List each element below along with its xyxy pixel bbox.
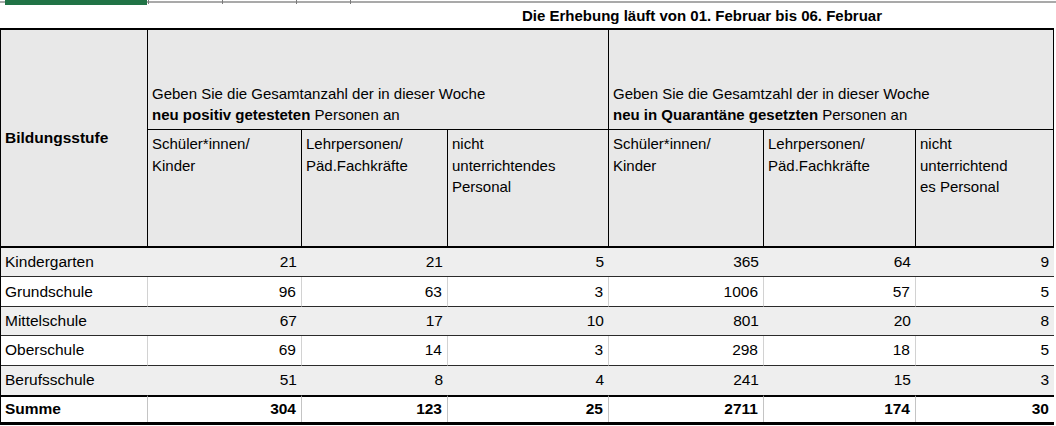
cell-value[interactable]: 17 [302, 307, 448, 336]
header-group-positive-tested[interactable]: Geben Sie die Gesamtanzahl der in dieser… [148, 30, 609, 130]
row-label-oberschule[interactable]: Oberschule [1, 336, 148, 365]
group1-rest: Personen an [310, 106, 399, 123]
group2-bold: neu in Quarantäne gesetzten [613, 106, 818, 123]
cell-value[interactable]: 3 [448, 277, 609, 306]
cell-value[interactable]: 3 [448, 336, 609, 365]
cell-value[interactable]: 241 [609, 366, 764, 395]
row-label-kindergarten[interactable]: Kindergarten [1, 248, 148, 277]
total-value[interactable]: 304 [148, 395, 302, 422]
cell-value[interactable]: 69 [148, 336, 302, 365]
group1-line1: Geben Sie die Gesamtanzahl der in dieser… [152, 83, 604, 104]
subheader-personal-2[interactable]: nicht unterrichtend es Personal [916, 130, 1054, 248]
row-label-berufsschule[interactable]: Berufsschule [1, 366, 148, 395]
group1-line2: neu positiv getesteten Personen an [152, 104, 604, 125]
cell-value[interactable]: 96 [148, 277, 302, 306]
cell-value[interactable]: 9 [916, 248, 1054, 277]
total-value[interactable]: 25 [448, 395, 609, 422]
total-value[interactable]: 30 [916, 395, 1054, 422]
subheader-personal-1[interactable]: nicht unterrichtendes Personal [448, 130, 609, 248]
column-gridline-tick [222, 0, 223, 4]
subheader-lehrpersonen-2[interactable]: Lehrpersonen/ Päd.Fachkräfte [764, 130, 916, 248]
green-accent-bar [5, 0, 147, 5]
cell-value[interactable]: 67 [148, 307, 302, 336]
row-label-summe[interactable]: Summe [1, 395, 148, 422]
cell-value[interactable]: 21 [302, 248, 448, 277]
cell-value[interactable]: 57 [764, 277, 916, 306]
survey-period-title: Die Erhebung läuft von 01. Februar bis 0… [350, 5, 1054, 27]
row-label-mittelschule[interactable]: Mittelschule [1, 307, 148, 336]
total-value[interactable]: 174 [764, 395, 916, 422]
cell-value[interactable]: 64 [764, 248, 916, 277]
group1-bold: neu positiv getesteten [152, 106, 310, 123]
cell-value[interactable]: 63 [302, 277, 448, 306]
cell-value[interactable]: 15 [764, 366, 916, 395]
header-bildungsstufe[interactable]: Bildungsstufe [1, 30, 148, 248]
row-label-grundschule[interactable]: Grundschule [1, 277, 148, 306]
cell-value[interactable]: 51 [148, 366, 302, 395]
group2-rest: Personen an [818, 106, 907, 123]
cell-value[interactable]: 5 [916, 277, 1054, 306]
group2-line2: neu in Quarantäne gesetzten Personen an [613, 104, 1049, 125]
total-value[interactable]: 123 [302, 395, 448, 422]
cell-value[interactable]: 5 [916, 336, 1054, 365]
column-gridline-tick [350, 0, 351, 4]
cell-value[interactable]: 3 [916, 366, 1054, 395]
cell-value[interactable]: 298 [609, 336, 764, 365]
subheader-schueler-1[interactable]: Schüler*innen/ Kinder [148, 130, 302, 248]
cell-value[interactable]: 10 [448, 307, 609, 336]
cell-value[interactable]: 18 [764, 336, 916, 365]
cell-value[interactable]: 4 [448, 366, 609, 395]
cell-value[interactable]: 801 [609, 307, 764, 336]
spreadsheet-view: Die Erhebung läuft von 01. Februar bis 0… [0, 0, 1056, 426]
header-group-quarantined[interactable]: Geben Sie die Gesamtzahl der in dieser W… [609, 30, 1054, 130]
cell-value[interactable]: 8 [302, 366, 448, 395]
cell-value[interactable]: 14 [302, 336, 448, 365]
cell-value[interactable]: 8 [916, 307, 1054, 336]
cell-value[interactable]: 20 [764, 307, 916, 336]
cell-value[interactable]: 5 [448, 248, 609, 277]
column-gridline-tick [296, 0, 297, 4]
data-table: Bildungsstufe Geben Sie die Gesamtanzahl… [0, 28, 1054, 425]
cell-value[interactable]: 1006 [609, 277, 764, 306]
total-value[interactable]: 2711 [609, 395, 764, 422]
cell-value[interactable]: 21 [148, 248, 302, 277]
subheader-lehrpersonen-1[interactable]: Lehrpersonen/ Päd.Fachkräfte [302, 130, 448, 248]
cell-value[interactable]: 365 [609, 248, 764, 277]
subheader-schueler-2[interactable]: Schüler*innen/ Kinder [609, 130, 764, 248]
group2-line1: Geben Sie die Gesamtzahl der in dieser W… [613, 83, 1049, 104]
sheet-gridline [0, 1, 1056, 3]
column-gridline-tick [148, 0, 149, 4]
